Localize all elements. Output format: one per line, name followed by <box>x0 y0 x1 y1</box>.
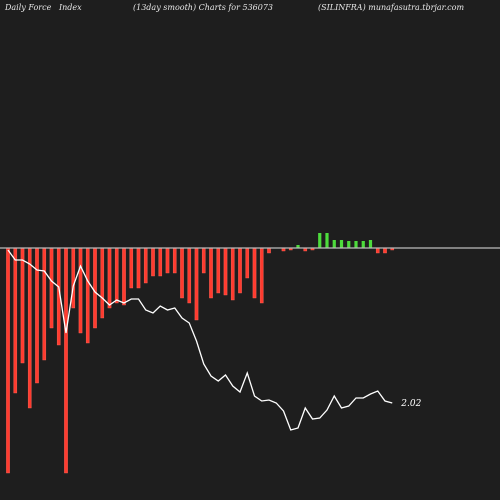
force-bar <box>78 247 83 334</box>
force-bar <box>71 247 76 309</box>
force-bar <box>13 247 18 394</box>
force-bar <box>209 247 213 299</box>
force-bar <box>375 247 380 254</box>
force-bar <box>85 247 90 344</box>
force-bar <box>354 241 358 248</box>
header-center-title: (13day smooth) Charts for 536073 <box>133 3 273 12</box>
force-bar <box>238 247 242 294</box>
force-bar <box>143 247 148 284</box>
smoothed-force-line <box>7 249 393 431</box>
force-bar <box>201 247 206 274</box>
force-bar <box>332 240 336 248</box>
force-bar <box>383 247 387 254</box>
force-bar <box>368 240 373 248</box>
force-bar <box>347 241 351 248</box>
force-bar <box>107 247 112 309</box>
force-bar <box>158 247 163 277</box>
force-bar <box>267 247 271 254</box>
force-bar <box>339 240 344 248</box>
header-right-source: (SILINFRA) munafasutra.tbrjar.com <box>318 3 464 12</box>
force-bar <box>20 247 25 364</box>
force-bar <box>194 247 199 321</box>
force-bar <box>42 247 47 361</box>
force-bar <box>245 247 250 279</box>
force-bar <box>129 247 134 289</box>
force-bar <box>216 247 221 294</box>
force-bar <box>259 247 264 304</box>
force-bar <box>361 241 365 248</box>
force-bar <box>325 233 329 248</box>
force-bar <box>223 247 228 296</box>
force-bar <box>122 247 126 306</box>
force-bar <box>49 247 54 329</box>
force-bar <box>6 247 10 474</box>
force-bar <box>64 247 68 474</box>
force-bar <box>172 247 177 274</box>
force-bar <box>252 247 257 299</box>
force-bar <box>296 245 300 248</box>
force-bar <box>100 247 105 319</box>
force-bar <box>151 247 155 277</box>
header-left-title: Daily Force Index <box>4 3 82 12</box>
force-bar <box>187 247 192 304</box>
force-bar <box>93 247 97 329</box>
force-bar <box>114 247 119 304</box>
force-bar <box>180 247 184 299</box>
force-bar <box>318 233 322 248</box>
force-bar <box>136 247 141 289</box>
last-value-label: 2.02 <box>400 399 421 409</box>
force-bar <box>230 247 235 301</box>
force-bar <box>165 247 170 274</box>
force-bar <box>27 247 32 409</box>
